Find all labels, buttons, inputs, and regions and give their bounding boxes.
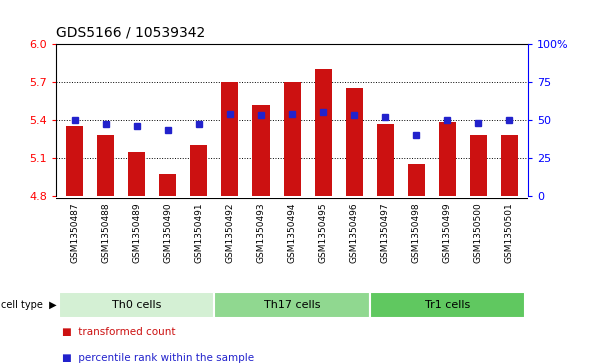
Text: Tr1 cells: Tr1 cells [425,300,470,310]
Bar [214,292,370,318]
Bar [370,292,525,318]
Text: GSM1350488: GSM1350488 [101,203,110,263]
Text: GSM1350493: GSM1350493 [257,203,266,263]
Text: GSM1350492: GSM1350492 [225,203,234,263]
Bar [314,69,332,196]
Bar [97,135,114,196]
Bar [128,151,145,196]
Text: Th0 cells: Th0 cells [112,300,162,310]
Bar [66,126,83,196]
Bar [376,123,394,196]
Text: GSM1350490: GSM1350490 [163,203,172,263]
Bar [501,135,518,196]
Text: GSM1350497: GSM1350497 [381,203,390,263]
Text: ■  transformed count: ■ transformed count [62,327,175,337]
Text: GSM1350501: GSM1350501 [505,203,514,263]
Bar [284,82,300,196]
Text: GSM1350495: GSM1350495 [319,203,327,263]
Bar [159,174,176,196]
Bar [253,105,270,196]
Text: GSM1350494: GSM1350494 [287,203,297,263]
Text: cell type  ▶: cell type ▶ [1,300,56,310]
Text: GDS5166 / 10539342: GDS5166 / 10539342 [56,26,205,40]
Text: GSM1350498: GSM1350498 [412,203,421,263]
Bar [191,145,208,196]
Text: GSM1350500: GSM1350500 [474,203,483,263]
Text: GSM1350487: GSM1350487 [70,203,79,263]
Bar [470,135,487,196]
Bar [221,82,238,196]
Bar [439,122,456,196]
Text: GSM1350489: GSM1350489 [132,203,141,263]
Bar [59,292,214,318]
Text: GSM1350499: GSM1350499 [443,203,452,263]
Text: GSM1350496: GSM1350496 [350,203,359,263]
Bar [408,164,425,196]
Text: Th17 cells: Th17 cells [264,300,320,310]
Text: ■  percentile rank within the sample: ■ percentile rank within the sample [62,352,254,363]
Bar [346,88,363,196]
Text: GSM1350491: GSM1350491 [194,203,204,263]
